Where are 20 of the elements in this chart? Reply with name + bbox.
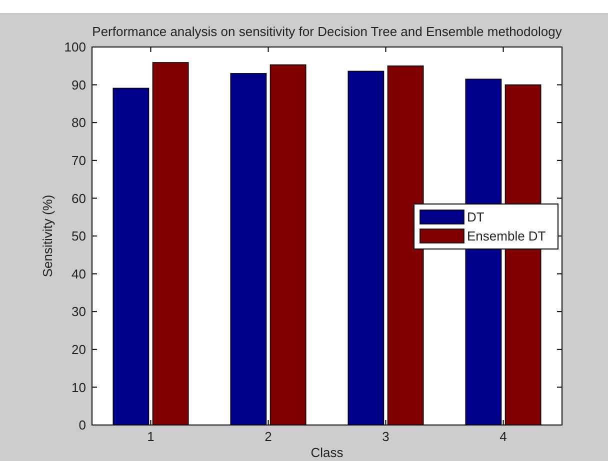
y-tick-label: 90 — [72, 77, 86, 92]
y-tick-label: 100 — [64, 40, 86, 55]
y-tick-label: 50 — [72, 228, 86, 244]
x-axis-title: Class — [310, 445, 344, 460]
y-tick-label: 0 — [78, 418, 86, 433]
y-axis-title: Sensitivity (%) — [40, 194, 55, 278]
legend-label: DT — [467, 210, 484, 225]
y-tick-label: 70 — [72, 152, 86, 168]
legend-label: Ensemble DT — [467, 228, 546, 244]
y-tick-label: 80 — [72, 115, 86, 130]
x-tick-label: 4 — [500, 429, 507, 444]
y-tick-label: 30 — [72, 304, 86, 320]
x-tick-label: 2 — [264, 429, 272, 444]
y-tick-label: 10 — [72, 380, 86, 395]
chart-title: Performance analysis on sensitivity for Decision Tree and Ensemble methodology — [92, 24, 562, 39]
y-tick-label: 20 — [72, 342, 86, 357]
x-tick-label: 1 — [147, 429, 154, 444]
x-tick-label: 3 — [382, 429, 390, 444]
y-tick-label: 40 — [72, 266, 86, 282]
y-tick-label: 60 — [72, 190, 86, 206]
